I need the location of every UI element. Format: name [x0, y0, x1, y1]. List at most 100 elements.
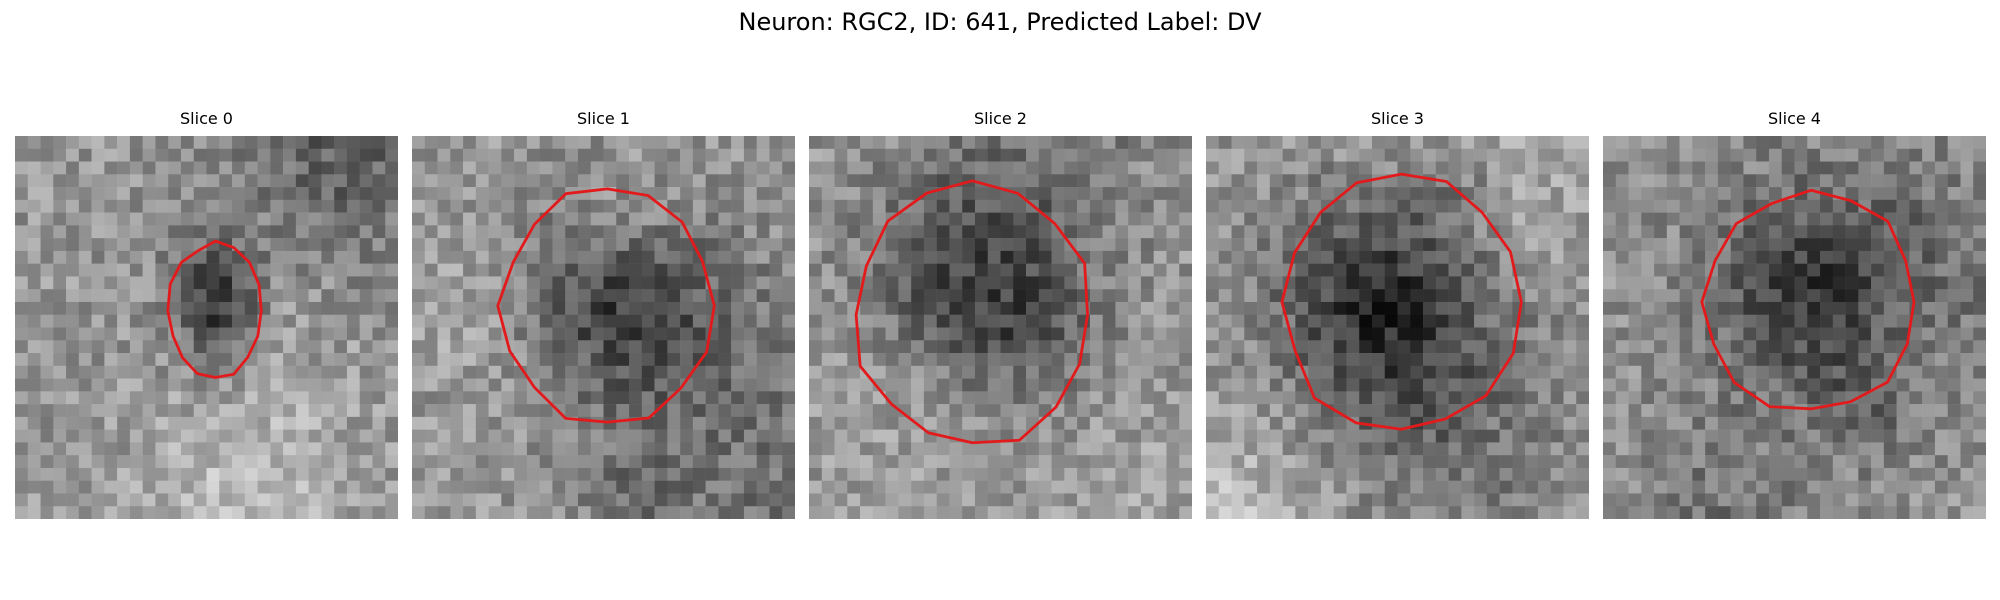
pixel: [15, 429, 29, 443]
pixel: [180, 199, 194, 213]
pixel: [987, 442, 1001, 456]
pixel: [1845, 301, 1859, 315]
pixel: [1628, 391, 1642, 405]
pixel: [155, 314, 169, 328]
pixel: [1384, 276, 1398, 290]
pixel: [1461, 506, 1475, 519]
pixel: [1756, 416, 1770, 430]
pixel: [475, 378, 489, 392]
pixel: [424, 378, 438, 392]
pixel: [412, 353, 426, 367]
pixel: [346, 404, 360, 418]
pixel: [257, 161, 271, 175]
pixel: [526, 187, 540, 201]
pixel: [40, 391, 54, 405]
pixel: [539, 506, 553, 519]
pixel: [1000, 365, 1014, 379]
pixel: [385, 455, 398, 469]
pixel: [1308, 187, 1322, 201]
pixel: [1218, 340, 1232, 354]
pixel: [1947, 442, 1961, 456]
pixel: [142, 442, 156, 456]
pixel: [437, 404, 451, 418]
pixel: [412, 340, 426, 354]
pixel: [987, 416, 1001, 430]
pixel: [168, 250, 182, 264]
pixel: [782, 238, 795, 252]
pixel: [1295, 455, 1309, 469]
pixel: [1909, 187, 1923, 201]
pixel: [1128, 276, 1142, 290]
pixel: [1115, 289, 1129, 303]
pixel: [78, 442, 92, 456]
pixel: [1550, 289, 1564, 303]
pixel: [1435, 391, 1449, 405]
pixel: [104, 467, 118, 481]
pixel: [1603, 429, 1617, 443]
pixel: [1448, 161, 1462, 175]
pixel: [1346, 148, 1360, 162]
pixel: [244, 493, 258, 507]
pixel: [78, 429, 92, 443]
pixel: [1013, 404, 1027, 418]
pixel: [1537, 404, 1551, 418]
pixel: [1218, 416, 1232, 430]
pixel: [667, 442, 681, 456]
pixel: [501, 225, 515, 239]
pixel: [155, 250, 169, 264]
pixel: [898, 493, 912, 507]
pixel: [1231, 365, 1245, 379]
pixel: [91, 238, 105, 252]
pixel: [1140, 187, 1154, 201]
pixel: [1692, 442, 1706, 456]
pixel: [1166, 187, 1180, 201]
pixel: [1679, 391, 1693, 405]
pixel: [1563, 429, 1577, 443]
pixel: [731, 238, 745, 252]
pixel: [898, 353, 912, 367]
pixel: [1128, 429, 1142, 443]
pixel: [949, 467, 963, 481]
pixel: [168, 238, 182, 252]
pixel: [1257, 238, 1271, 252]
pixel: [1486, 365, 1500, 379]
pixel: [1922, 199, 1936, 213]
pixel: [987, 493, 1001, 507]
pixel: [526, 276, 540, 290]
pixel: [66, 506, 80, 519]
pixel: [962, 276, 976, 290]
pixel: [1628, 314, 1642, 328]
pixel: [15, 480, 29, 494]
pixel: [911, 250, 925, 264]
pixel: [53, 148, 67, 162]
pixel: [91, 225, 105, 239]
pixel: [603, 174, 617, 188]
pixel: [1692, 199, 1706, 213]
pixel: [1563, 365, 1577, 379]
pixel: [949, 199, 963, 213]
pixel: [1206, 225, 1220, 239]
pixel: [1244, 289, 1258, 303]
pixel: [616, 161, 630, 175]
pixel: [731, 455, 745, 469]
pixel: [1244, 455, 1258, 469]
pixel: [1486, 187, 1500, 201]
pixel: [1013, 148, 1027, 162]
pixel: [385, 404, 398, 418]
pixel: [219, 314, 233, 328]
pixel: [1807, 212, 1821, 226]
pixel: [193, 391, 207, 405]
pixel: [1603, 187, 1617, 201]
pixel: [1038, 276, 1052, 290]
pixel: [1218, 174, 1232, 188]
pixel: [295, 250, 309, 264]
pixel: [616, 378, 630, 392]
pixel: [1858, 212, 1872, 226]
pixel: [743, 301, 757, 315]
pixel: [424, 148, 438, 162]
pixel: [577, 455, 591, 469]
pixel: [1486, 199, 1500, 213]
pixel: [1077, 161, 1091, 175]
pixel: [1486, 289, 1500, 303]
pixel: [731, 174, 745, 188]
